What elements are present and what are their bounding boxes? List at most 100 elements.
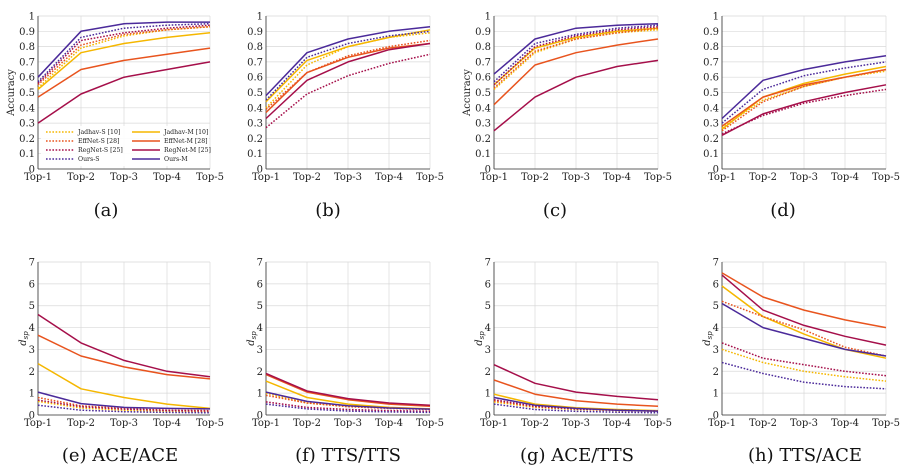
x-tick-label: Top-4	[831, 172, 859, 183]
panel-caption: (e) ACE/ACE	[62, 445, 178, 466]
x-tick-label: Top-3	[110, 418, 138, 429]
y-axis-label: dsp	[18, 331, 30, 346]
x-tick-label: Top-2	[67, 418, 95, 429]
x-tick-label: Top-2	[293, 418, 321, 429]
y-tick-label: 1	[713, 389, 719, 400]
panel-caption: (h) TTS/ACE	[748, 445, 862, 466]
y-tick-label: 1	[29, 389, 35, 400]
y-tick-label: 0.4	[19, 103, 35, 114]
y-tick-label: 0.7	[19, 57, 35, 68]
panel-caption: (c)	[543, 200, 567, 221]
x-tick-label: Top-1	[252, 172, 280, 183]
y-axis-label: dsp	[702, 331, 714, 346]
y-tick-label: 6	[485, 279, 491, 290]
panel-caption: (g) ACE/TTS	[520, 445, 634, 466]
legend-label: Ours-M	[164, 156, 188, 163]
x-tick-label: Top-4	[375, 418, 403, 429]
chart-panel-4: 0 0.1 0.2 0.3 0.4 0.5 0.6 0.7 0.8 0.9 1 Top-1 Top-2 T…	[703, 12, 900, 222]
y-tick-label: 3	[29, 345, 35, 356]
chart-panel-7: 01234567Top-1 Top-2 Top-3 Top-4 Top-5dsp(g) …	[474, 258, 672, 467]
y-tick-label: 1	[485, 12, 491, 23]
legend-label: Ours-S	[78, 156, 100, 163]
x-tick-label: Top-4	[153, 172, 181, 183]
chart-panel-5: 01234567Top-1 Top-2 Top-3 Top-4 Top-5dsp(e) …	[18, 258, 224, 467]
x-tick-label: Top-3	[110, 172, 138, 183]
x-tick-label: Top-1	[708, 418, 736, 429]
y-tick-label: 0.6	[475, 73, 491, 84]
y-tick-label: 6	[29, 279, 35, 290]
y-tick-label: 0.3	[703, 119, 719, 130]
y-tick-label: 0.9	[703, 27, 719, 38]
chart-panel-2: 0 0.1 0.2 0.3 0.4 0.5 0.6 0.7 0.8 0.9 1 Top-1 Top-2 T…	[247, 12, 444, 222]
y-tick-label: 0.9	[247, 27, 263, 38]
y-tick-label: 0.4	[247, 103, 263, 114]
y-tick-label: 1	[713, 12, 719, 23]
y-tick-label: 3	[485, 345, 491, 356]
y-tick-label: 0.6	[703, 73, 719, 84]
x-tick-label: Top-4	[603, 418, 631, 429]
y-tick-label: 0.2	[475, 134, 491, 145]
y-tick-label: 0.5	[475, 88, 491, 99]
x-tick-label: Top-3	[562, 418, 590, 429]
legend-label: EffNet-S [28]	[78, 138, 119, 145]
x-tick-label: Top-1	[480, 418, 508, 429]
x-tick-label: Top-4	[603, 172, 631, 183]
y-axis-label: Accuracy	[462, 69, 473, 117]
legend-label: Jadhav-M [10]	[163, 129, 208, 136]
y-tick-label: 1	[29, 12, 35, 23]
x-tick-label: Top-5	[416, 418, 444, 429]
panel-caption: (f) TTS/TTS	[295, 445, 401, 466]
y-tick-label: 0.3	[19, 119, 35, 130]
y-tick-label: 0.1	[19, 149, 35, 160]
y-tick-label: 0.9	[19, 27, 35, 38]
y-tick-label: 0.9	[475, 27, 491, 38]
x-tick-label: Top-1	[24, 418, 52, 429]
y-tick-label: 0.6	[247, 73, 263, 84]
y-tick-label: 0.4	[703, 103, 719, 114]
y-tick-label: 0.5	[703, 88, 719, 99]
legend-label: RegNet-M [25]	[164, 147, 211, 154]
y-axis-label: dsp	[474, 331, 486, 346]
x-tick-label: Top-2	[521, 418, 549, 429]
y-axis-label: dsp	[246, 331, 258, 346]
y-tick-label: 1	[257, 389, 263, 400]
y-tick-label: 0.7	[703, 57, 719, 68]
x-tick-label: Top-5	[644, 418, 672, 429]
x-tick-label: Top-3	[334, 172, 362, 183]
x-tick-label: Top-5	[416, 172, 444, 183]
x-tick-label: Top-5	[872, 172, 900, 183]
y-tick-label: 1	[257, 12, 263, 23]
x-tick-label: Top-2	[749, 418, 777, 429]
y-tick-label: 7	[485, 258, 491, 269]
chart-panel-3: 0 0.1 0.2 0.3 0.4 0.5 0.6 0.7 0.8 0.9 1 Top-1 Top-2 T…	[462, 12, 672, 222]
x-tick-label: Top-4	[831, 418, 859, 429]
y-tick-label: 0.4	[475, 103, 491, 114]
y-tick-label: 5	[257, 301, 263, 312]
y-tick-label: 6	[257, 279, 263, 290]
panel-caption: (a)	[94, 200, 119, 221]
panel-caption: (b)	[315, 200, 341, 221]
y-tick-label: 5	[29, 301, 35, 312]
x-tick-label: Top-2	[521, 172, 549, 183]
legend-label: EffNet-M [28]	[164, 138, 208, 145]
y-tick-label: 0.8	[19, 42, 35, 53]
x-tick-label: Top-3	[790, 172, 818, 183]
y-tick-label: 0.5	[247, 88, 263, 99]
y-tick-label: 0.1	[247, 149, 263, 160]
y-tick-label: 3	[257, 345, 263, 356]
y-tick-label: 2	[713, 367, 719, 378]
y-tick-label: 5	[713, 301, 719, 312]
y-tick-label: 0.5	[19, 88, 35, 99]
x-tick-label: Top-2	[749, 172, 777, 183]
y-tick-label: 5	[485, 301, 491, 312]
y-tick-label: 0.3	[247, 119, 263, 130]
x-tick-label: Top-1	[24, 172, 52, 183]
x-tick-label: Top-3	[562, 172, 590, 183]
y-tick-label: 3	[713, 345, 719, 356]
y-tick-label: 0.8	[703, 42, 719, 53]
x-tick-label: Top-5	[196, 418, 224, 429]
x-tick-label: Top-1	[252, 418, 280, 429]
y-tick-label: 2	[29, 367, 35, 378]
legend: Jadhav-S [10] Jadhav-M [10]EffNet-S [28] E…	[41, 126, 211, 166]
y-tick-label: 2	[257, 367, 263, 378]
